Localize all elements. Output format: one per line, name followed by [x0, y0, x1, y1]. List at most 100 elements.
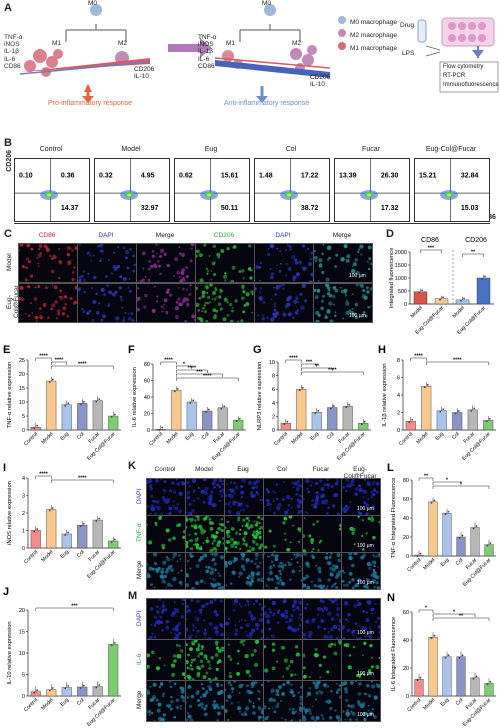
micrograph-svg	[303, 681, 341, 721]
micrograph-svg	[303, 553, 341, 589]
data-point	[475, 525, 478, 527]
x-tick-label: Col	[76, 549, 86, 559]
y-axis-label: iNOS relative expression	[7, 481, 13, 545]
x-tick-label: Fucar	[88, 549, 102, 563]
flow-plot-svg: 15.21 32.84 15.03	[415, 159, 489, 221]
flow-x-axis-line	[14, 223, 490, 224]
x-tick-label: Col	[76, 431, 86, 441]
bar	[428, 501, 438, 557]
y-tick-label: 8	[272, 374, 275, 380]
data-point	[51, 507, 54, 509]
flow-plot-svg: 1.48 17.22 38.72	[255, 159, 329, 221]
micrograph-tile	[254, 243, 314, 283]
flow-q4-value: 14.37	[61, 205, 79, 212]
significance-label: **	[459, 614, 464, 620]
data-point	[460, 299, 462, 302]
bar	[414, 678, 424, 697]
panel-letter: G	[253, 344, 262, 356]
y-tick-label: 60	[144, 379, 150, 385]
x-tick-label: Fucar	[463, 431, 477, 445]
bar	[46, 509, 57, 549]
bar	[467, 409, 478, 431]
data-point	[110, 416, 113, 418]
bar	[405, 421, 416, 431]
significance-bracket	[462, 253, 484, 257]
y-axis-label: Integrated fluorescence	[389, 248, 395, 309]
micrograph-column-label: CD206	[213, 232, 235, 239]
micrograph-svg	[147, 681, 185, 721]
micrograph-svg	[186, 640, 224, 680]
m1-label-left: M1	[52, 40, 62, 47]
data-point	[423, 386, 426, 389]
drug-label: Drug	[400, 22, 415, 29]
y-axis-label: IL-1β relative expression	[382, 363, 388, 426]
bar	[470, 677, 480, 697]
panel-d-letter: D	[386, 228, 394, 240]
significance-label: **	[315, 364, 320, 370]
data-point	[110, 541, 113, 543]
significance-bracket	[418, 609, 434, 613]
flow-plot-area: 0.10 0.36 14.37	[14, 158, 90, 222]
y-axis-label: IL-10 relative expression	[7, 621, 13, 684]
bar	[442, 656, 452, 697]
micrograph-tile	[146, 478, 186, 516]
flow-q1-value: 0.10	[19, 173, 33, 180]
x-tick-label: Eug-Col@Fucar	[336, 431, 367, 460]
pro-balance-bar	[20, 58, 150, 72]
micrograph-svg	[303, 517, 341, 552]
panel-j-chart: J 0 5 10 15 20 IL-10 relative expression Contro…	[3, 586, 121, 726]
micrograph-tile	[313, 283, 373, 323]
data-point	[442, 408, 445, 411]
y-tick-label: 20	[19, 372, 25, 378]
micrograph-tile	[185, 598, 225, 640]
x-tick-label: Model	[40, 431, 54, 445]
data-point	[348, 403, 351, 406]
y-tick-label: 1500	[395, 263, 407, 269]
data-point	[317, 409, 320, 412]
data-point	[98, 517, 101, 520]
data-point	[204, 411, 207, 413]
bar	[217, 407, 228, 431]
y-tick-label: 1000	[395, 276, 407, 282]
right-polarization-tree	[214, 4, 331, 103]
data-point	[433, 634, 436, 637]
micrograph-column-label: Merge	[155, 232, 175, 239]
x-tick-label: Control	[148, 431, 164, 447]
data-point	[51, 687, 54, 689]
bar	[470, 527, 480, 557]
bar	[413, 291, 428, 305]
y-tick-label: 10	[19, 651, 25, 657]
y-tick-label: 0	[147, 428, 150, 434]
data-point	[458, 656, 461, 659]
significance-label: ****	[328, 368, 337, 374]
y-tick-label: 3	[22, 494, 25, 500]
x-tick-label: Fucar	[88, 431, 102, 445]
data-point	[79, 403, 82, 406]
data-point	[332, 405, 335, 407]
micrograph-svg	[264, 599, 302, 639]
flow-y-axis-label: CD206	[6, 150, 13, 172]
data-point	[329, 407, 332, 410]
data-point	[421, 289, 423, 292]
x-tick-label: Fucar	[338, 431, 352, 445]
significance-bracket	[35, 357, 52, 361]
bar	[456, 656, 466, 697]
left-polarization-tree	[19, 4, 151, 103]
micrograph-svg	[196, 244, 253, 282]
significance-bracket	[176, 369, 208, 373]
y-tick-label: 40	[403, 516, 409, 522]
bar	[77, 525, 88, 549]
micrograph-svg	[264, 480, 302, 515]
micrograph-svg	[147, 553, 183, 589]
panel-letter: E	[3, 344, 10, 356]
data-point	[454, 412, 457, 415]
significance-label: ****	[164, 358, 173, 364]
micrograph-svg	[225, 681, 263, 721]
micrograph-tile	[146, 515, 186, 553]
panel-letter: L	[387, 462, 394, 474]
data-point	[161, 426, 164, 429]
micrograph-row-label: TNF-α	[136, 523, 143, 543]
significance-bracket	[51, 479, 114, 483]
micrograph-svg	[138, 244, 195, 282]
panel-letter: J	[3, 586, 9, 598]
